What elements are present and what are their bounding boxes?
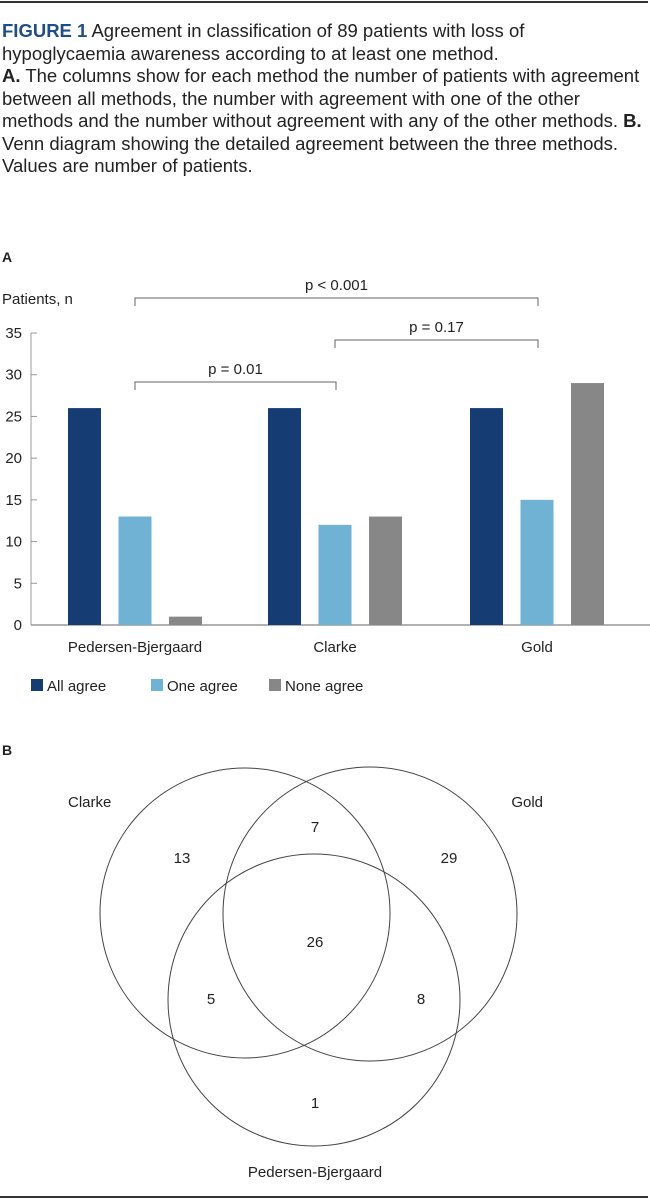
figure-label: FIGURE 1 xyxy=(2,20,88,41)
panel-b-label: B xyxy=(2,742,13,758)
x-tick-label: Clarke xyxy=(313,639,356,656)
venn-region-value: 5 xyxy=(207,991,215,1008)
venn-region-value: 13 xyxy=(174,850,191,867)
significance-bracket xyxy=(134,297,539,306)
caption-a-label: A. xyxy=(2,65,21,86)
bottom-rule xyxy=(0,1196,648,1198)
bar-one-agree xyxy=(520,499,554,625)
legend-label: One agree xyxy=(167,678,238,695)
caption-b-text: Venn diagram showing the detailed agreem… xyxy=(2,132,619,177)
panel-a-label: A xyxy=(2,249,13,265)
y-tick-label: 15 xyxy=(5,492,22,509)
bar-all-agree xyxy=(470,408,503,625)
p-value-label: p = 0.17 xyxy=(409,319,464,336)
figure-caption: FIGURE 1 Agreement in classification of … xyxy=(2,20,642,178)
y-tick-label: 30 xyxy=(5,367,22,384)
caption-b-label: B. xyxy=(623,110,642,131)
p-value-label: p < 0.001 xyxy=(305,277,368,294)
y-tick-label: 10 xyxy=(5,534,22,551)
venn-set-label: Pedersen-Bjergaard xyxy=(248,1164,382,1181)
venn-circle-gold xyxy=(222,766,518,1062)
caption-a-text: The columns show for each method the num… xyxy=(2,65,640,131)
bar-none-agree xyxy=(571,383,604,625)
y-axis-label: Patients, n xyxy=(2,291,73,308)
x-tick-label: Pedersen-Bjergaard xyxy=(68,639,202,656)
x-tick-label: Gold xyxy=(521,639,553,656)
venn-set-label: Clarke xyxy=(68,794,111,811)
venn-region-value: 26 xyxy=(307,934,324,951)
venn-circle-pedersen-bjergaard xyxy=(167,853,461,1147)
legend-swatch xyxy=(31,679,43,691)
bar-none-agree xyxy=(169,616,202,625)
legend-swatch xyxy=(269,679,281,691)
caption-intro: Agreement in classification of 89 patien… xyxy=(2,20,525,64)
top-rule xyxy=(0,1,648,3)
legend-label: None agree xyxy=(285,678,363,695)
bar-none-agree xyxy=(369,516,402,625)
venn-region-value: 1 xyxy=(311,1095,319,1112)
y-tick-label: 35 xyxy=(5,325,22,342)
y-tick-label: 25 xyxy=(5,408,22,425)
legend-label: All agree xyxy=(47,678,106,695)
venn-circle-clarke xyxy=(99,767,391,1059)
legend-swatch xyxy=(151,679,163,691)
venn-region-value: 29 xyxy=(441,850,458,867)
bar-one-agree xyxy=(118,516,152,625)
venn-region-value: 8 xyxy=(417,991,425,1008)
bar-one-agree xyxy=(318,524,352,625)
y-tick-label: 5 xyxy=(14,575,22,592)
y-tick-label: 0 xyxy=(14,617,22,634)
venn-region-value: 7 xyxy=(311,819,319,836)
bar-all-agree xyxy=(268,408,301,625)
venn-set-label: Gold xyxy=(511,794,543,811)
y-tick-label: 20 xyxy=(5,450,22,467)
bar-all-agree xyxy=(68,408,101,625)
significance-bracket xyxy=(134,381,337,390)
p-value-label: p = 0.01 xyxy=(208,361,263,378)
significance-bracket xyxy=(334,339,539,348)
